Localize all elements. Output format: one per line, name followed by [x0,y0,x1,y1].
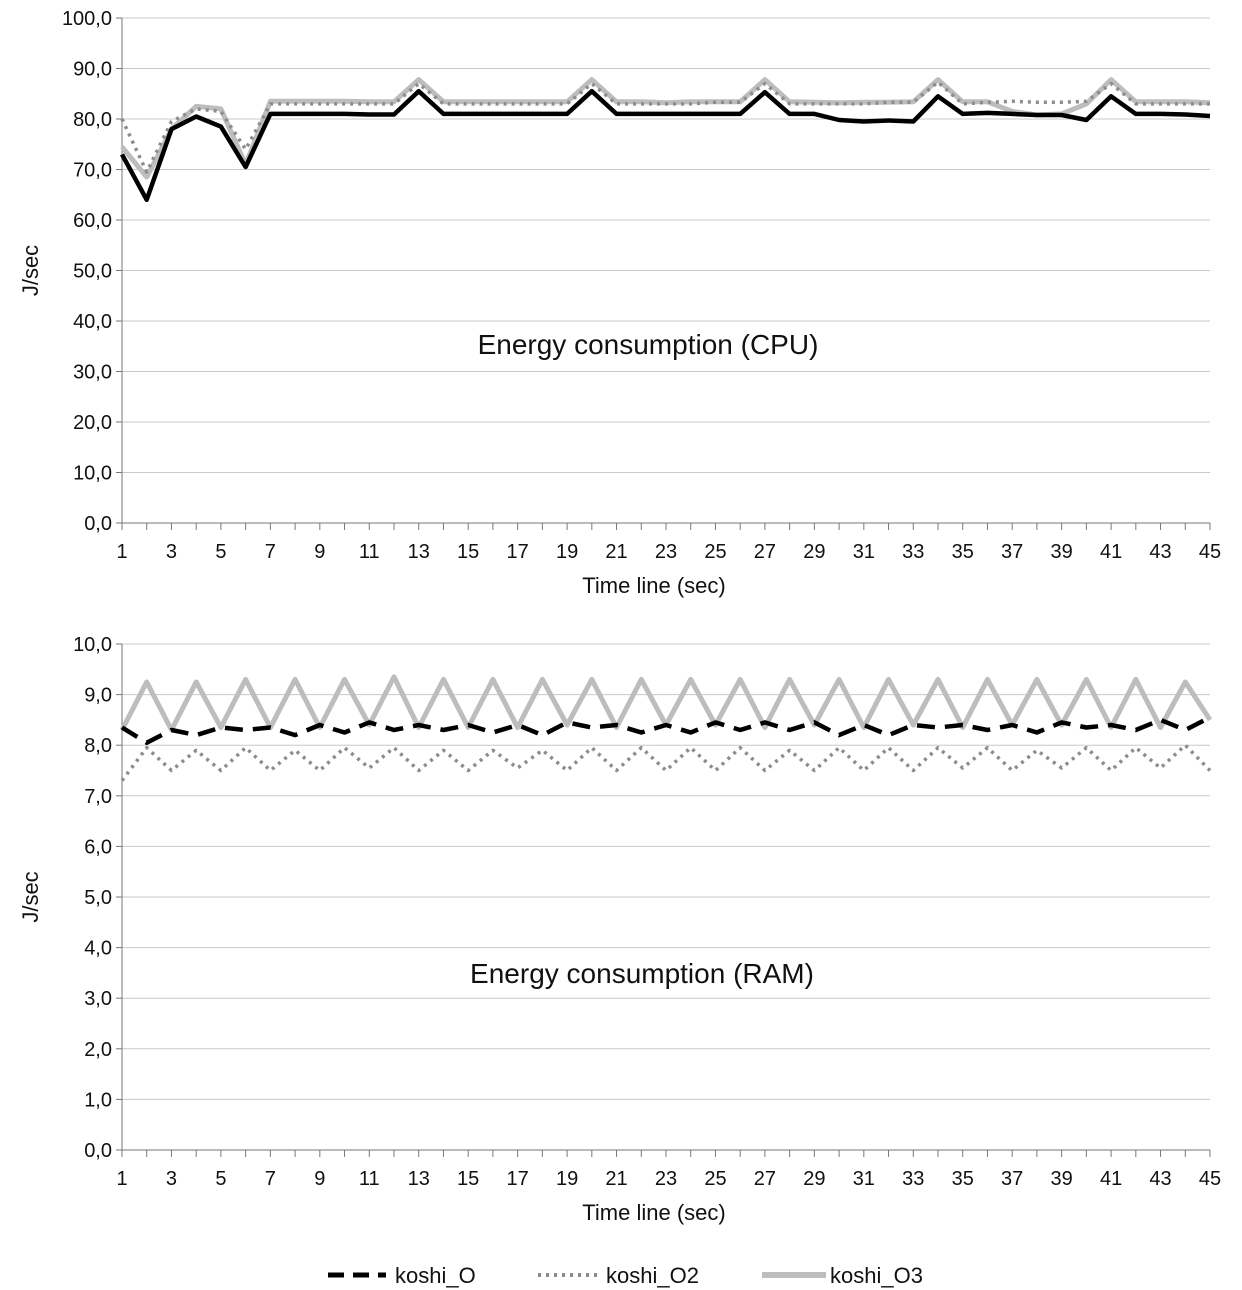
ram-x-tick-label: 25 [704,1168,726,1190]
cpu-x-tick-label: 21 [605,541,627,563]
ram-x-tick-label: 21 [605,1168,627,1190]
ram-x-tick-label: 27 [754,1168,776,1190]
cpu-x-axis-title: Time line (sec) [582,573,725,598]
cpu-x-tick-label: 29 [803,541,825,563]
cpu-y-tick-label: 80,0 [73,109,112,131]
legend-label-koshi-o: koshi_O [395,1263,476,1288]
cpu-x-tick-label: 3 [166,541,177,563]
ram-x-tick-label: 11 [359,1168,380,1190]
ram-x-tick-label: 23 [655,1168,677,1190]
cpu-chart-title: Energy consumption (CPU) [478,329,819,360]
cpu-x-tick-label: 31 [853,541,875,563]
ram-y-tick-label: 4,0 [84,938,112,960]
cpu-x-tick-label: 41 [1100,541,1122,563]
ram-x-tick-label: 3 [166,1168,177,1190]
cpu-y-tick-label: 60,0 [73,210,112,232]
cpu-y-axis-title: J/sec [18,245,43,296]
cpu-x-tick-label: 5 [215,541,226,563]
ram-chart: 0,01,02,03,04,05,06,07,08,09,010,01 3 5 7 9 1… [18,634,1221,1225]
ram-y-tick-label: 0,0 [84,1140,112,1162]
ram-y-tick-label: 9,0 [84,685,112,707]
cpu-series-line-koshi-o2 [120,80,1210,174]
ram-y-tick-label: 1,0 [84,1089,112,1111]
ram-series-line-koshi-o2 [120,743,1212,782]
cpu-x-tick-label: 7 [265,541,276,563]
cpu-x-tick-label: 27 [754,541,776,563]
ram-x-tick-label: 35 [952,1168,974,1190]
cpu-x-tick-label: 37 [1001,541,1023,563]
ram-y-tick-label: 7,0 [84,786,112,808]
cpu-x-tick-label: 15 [457,541,479,563]
cpu-y-tick-label: 30,0 [73,362,112,384]
ram-y-tick-label: 6,0 [84,836,112,858]
cpu-x-tick-label: 43 [1149,541,1171,563]
cpu-x-tick-label: 1 [116,541,127,563]
ram-y-tick-label: 8,0 [84,735,112,757]
cpu-series-line-koshi-o3 [120,77,1211,180]
ram-x-tick-label: 29 [803,1168,825,1190]
cpu-x-tick-label: 39 [1051,541,1073,563]
ram-x-tick-label: 1 [116,1168,127,1190]
cpu-x-tick-label: 13 [408,541,430,563]
cpu-series-line-koshi-o [120,88,1211,203]
ram-chart-title: Energy consumption (RAM) [470,958,814,989]
ram-y-tick-label: 10,0 [73,634,112,656]
cpu-y-tick-label: 90,0 [73,59,112,81]
cpu-x-tick-label: 9 [314,541,325,563]
cpu-x-tick-label: 33 [902,541,924,563]
cpu-y-tick-label: 10,0 [73,463,112,485]
ram-y-tick-label: 5,0 [84,887,112,909]
ram-x-tick-label: 5 [215,1168,226,1190]
ram-x-tick-label: 19 [556,1168,578,1190]
ram-y-tick-label: 3,0 [84,988,112,1010]
cpu-y-tick-label: 50,0 [73,261,112,283]
ram-x-tick-label: 7 [265,1168,276,1190]
ram-series-line-koshi-o [120,715,1212,745]
cpu-x-tick-label: 11 [359,541,380,563]
cpu-y-tick-label: 0,0 [84,513,112,535]
cpu-x-tick-label: 45 [1199,541,1221,563]
legend: koshi_O koshi_O2 koshi_O3 [328,1263,923,1288]
cpu-x-tick-label: 17 [507,541,529,563]
legend-label-koshi-o2: koshi_O2 [606,1263,699,1288]
ram-x-axis-title: Time line (sec) [582,1200,725,1225]
ram-x-tick-label: 13 [408,1168,430,1190]
ram-x-tick-label: 41 [1100,1168,1122,1190]
ram-x-tick-label: 45 [1199,1168,1221,1190]
ram-series-line-koshi-o3 [119,674,1213,733]
ram-y-tick-label: 2,0 [84,1039,112,1061]
cpu-x-tick-label: 25 [704,541,726,563]
cpu-chart: 0,0 10,0 20,0 30,0 40,0 50,0 60,0 70,0 80,0 90,0 1… [18,8,1221,598]
ram-x-tick-label: 33 [902,1168,924,1190]
ram-x-tick-label: 15 [457,1168,479,1190]
cpu-x-tick-label: 19 [556,541,578,563]
cpu-y-tick-label: 70,0 [73,160,112,182]
cpu-y-tick-label: 100,0 [62,8,112,30]
cpu-y-tick-label: 40,0 [73,311,112,333]
cpu-x-tick-label: 35 [952,541,974,563]
ram-x-tick-label: 39 [1051,1168,1073,1190]
ram-x-tick-label: 17 [507,1168,529,1190]
cpu-y-tick-label: 20,0 [73,412,112,434]
ram-y-axis-title: J/sec [18,871,43,922]
ram-x-tick-label: 9 [314,1168,325,1190]
ram-x-tick-label: 43 [1149,1168,1171,1190]
ram-x-tick-label: 37 [1001,1168,1023,1190]
cpu-x-tick-label: 23 [655,541,677,563]
legend-label-koshi-o3: koshi_O3 [830,1263,923,1288]
ram-x-tick-label: 31 [853,1168,875,1190]
